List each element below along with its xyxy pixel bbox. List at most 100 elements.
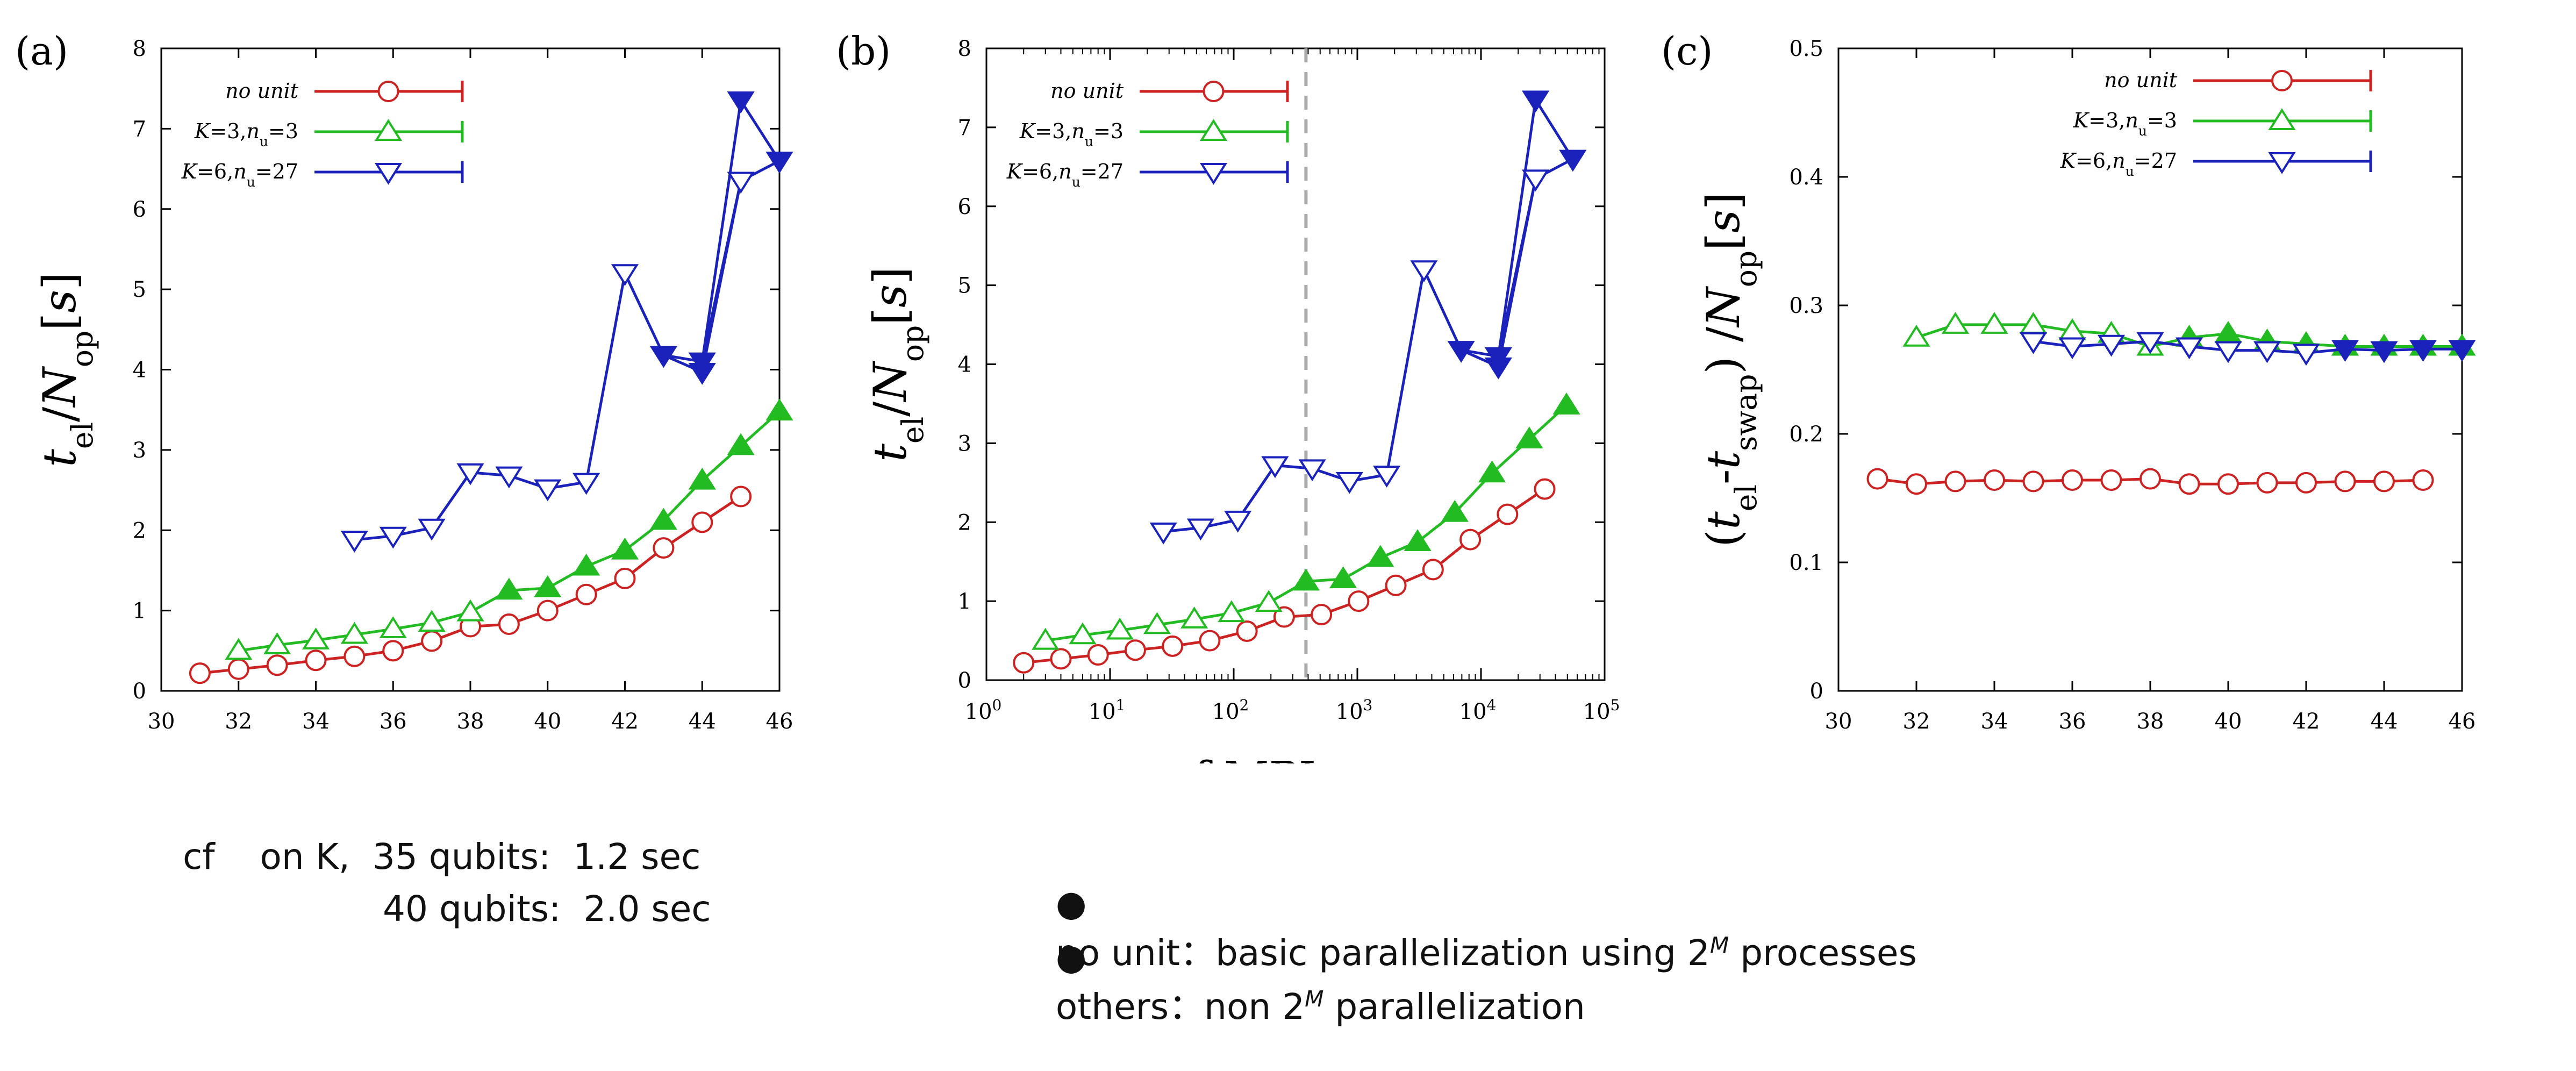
data-point <box>1124 639 1146 661</box>
data-point <box>1224 510 1252 533</box>
data-point <box>189 662 211 684</box>
data-point <box>495 577 523 600</box>
data-point <box>2448 340 2476 362</box>
x-tick-label: 46 <box>2449 709 2476 734</box>
data-point <box>1013 652 1035 674</box>
data-point <box>691 511 713 533</box>
data-point <box>611 264 639 287</box>
data-point <box>1441 499 1469 522</box>
data-point <box>1559 149 1587 172</box>
data-point <box>2022 470 2044 492</box>
data-point <box>1941 312 1970 334</box>
bullet-1-suffix: processes <box>1729 932 1917 974</box>
legend-label: K=6,nu=27 <box>181 160 298 190</box>
legend-label: no unit <box>225 79 299 103</box>
legend-marker <box>2268 108 2296 130</box>
legend-label: K=3,nu=3 <box>2073 109 2177 139</box>
data-point <box>305 649 327 672</box>
data-point <box>456 599 484 622</box>
data-point <box>1459 529 1482 551</box>
data-point <box>1348 590 1370 612</box>
bullet-2-exponent: M <box>1305 986 1324 1012</box>
y-tick-label: 0 <box>133 679 146 704</box>
y-axis-label: tel/Nop[s] <box>864 267 930 462</box>
series-line-extra <box>663 180 742 374</box>
x-tick-label: 104 <box>1459 696 1497 725</box>
data-point <box>498 613 520 636</box>
x-tick-label: 103 <box>1336 696 1373 725</box>
plot-frame <box>1837 47 2463 692</box>
data-point <box>340 622 368 644</box>
legend-marker <box>1199 163 1228 185</box>
data-point <box>614 567 636 589</box>
series-line <box>354 159 781 541</box>
data-point <box>302 627 330 649</box>
x-tick-label: 100 <box>965 696 1002 725</box>
x-tick-label: 40 <box>534 709 561 734</box>
data-point <box>1106 617 1134 640</box>
bullet-icon: ● <box>1055 937 1087 978</box>
data-point <box>2214 341 2242 363</box>
y-tick-label: 3 <box>133 438 146 463</box>
data-point <box>340 531 368 553</box>
data-point <box>2178 473 2200 495</box>
series-k3 <box>225 398 793 660</box>
y-axis-label: tel/Nop[s] <box>33 272 99 467</box>
data-point <box>575 583 597 605</box>
x-tick-label: 101 <box>1089 696 1126 725</box>
data-point <box>418 610 446 632</box>
y-tick-label: 4 <box>133 358 146 383</box>
data-point <box>536 599 559 622</box>
data-point <box>263 632 291 654</box>
bullet-icon: ● <box>1055 883 1087 924</box>
data-point <box>2175 337 2203 360</box>
y-tick-label: 2 <box>958 510 971 535</box>
series-line <box>1163 158 1573 533</box>
cf-note-line1: cf on K, 35 qubits: 1.2 sec <box>183 836 701 877</box>
x-tick-label: 34 <box>1981 709 2008 734</box>
panel-label: (a) <box>15 28 68 74</box>
data-point <box>727 91 755 113</box>
data-point <box>1552 392 1580 415</box>
data-point <box>1373 466 1401 488</box>
data-point <box>1335 472 1364 494</box>
y-tick-label: 6 <box>133 197 146 222</box>
y-tick-label: 8 <box>133 37 146 61</box>
data-point <box>765 398 793 421</box>
data-point <box>1404 529 1432 551</box>
data-point <box>2334 470 2356 492</box>
data-point <box>1255 590 1283 612</box>
data-point <box>2256 472 2278 494</box>
data-point <box>2139 468 2161 490</box>
data-point <box>379 526 407 549</box>
data-point <box>1236 620 1258 642</box>
data-point <box>1087 644 1109 666</box>
data-point <box>2331 340 2359 362</box>
series-k3 <box>1032 392 1580 650</box>
data-point <box>382 640 404 662</box>
data-point <box>2370 341 2398 363</box>
chart-panel-a: (a)012345678303234363840424446Ntel/Nop[s… <box>15 28 793 734</box>
legend-marker <box>2268 152 2296 174</box>
data-point <box>1186 518 1215 541</box>
data-point <box>653 537 675 559</box>
data-point <box>1069 622 1097 645</box>
y-tick-label: 0 <box>1810 679 1823 704</box>
legend-marker <box>374 163 403 185</box>
data-point <box>2214 320 2242 343</box>
panel-label: (c) <box>1661 28 1713 74</box>
data-point <box>1180 606 1208 629</box>
legend-marker <box>1203 81 1225 102</box>
data-point <box>1032 627 1060 650</box>
legend-label: K=6,nu=27 <box>1006 160 1124 190</box>
data-point <box>1298 459 1326 482</box>
data-point <box>1521 90 1550 113</box>
data-point <box>1292 568 1320 591</box>
data-point <box>765 152 793 174</box>
data-point <box>688 467 716 490</box>
y-tick-label: 8 <box>958 37 971 61</box>
legend: no unit K=3,nu=3 K=6,nu=27 <box>181 79 464 190</box>
data-point <box>2295 472 2317 494</box>
series-k6 <box>340 91 793 553</box>
data-point <box>2373 470 2395 492</box>
